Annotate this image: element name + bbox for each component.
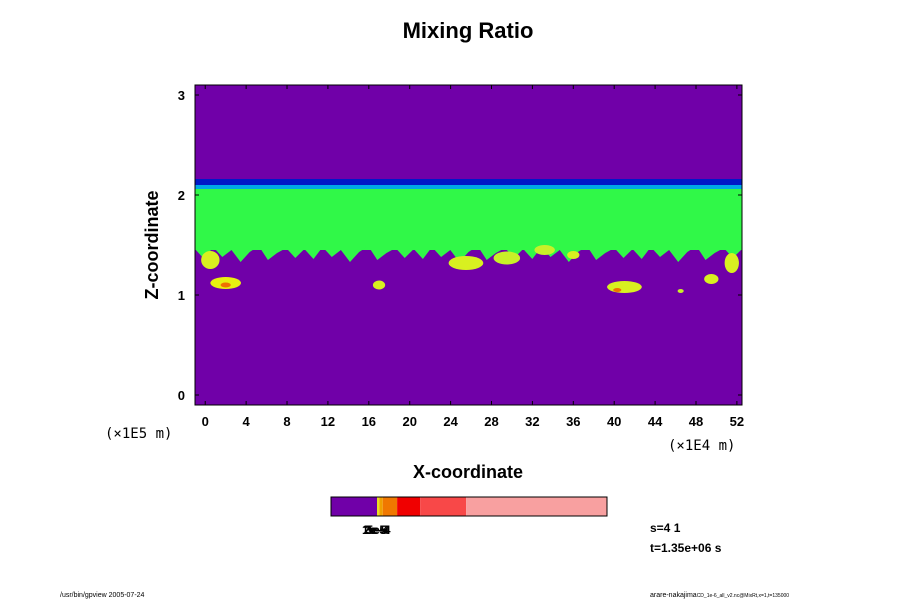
chart-title: Mixing Ratio xyxy=(403,18,534,43)
x-tick-label: 8 xyxy=(283,414,290,429)
x-tick-label: 24 xyxy=(443,414,458,429)
y-tick-label: 0 xyxy=(178,388,185,403)
y-tick-label: 3 xyxy=(178,88,185,103)
x-tick-label: 20 xyxy=(402,414,416,429)
x-tick-label: 44 xyxy=(648,414,663,429)
cloud-blob-2 xyxy=(220,282,231,288)
x-axis-label: X-coordinate xyxy=(413,462,523,482)
y-axis-label: Z-coordinate xyxy=(142,190,162,299)
x-tick-label: 0 xyxy=(202,414,209,429)
cloud-blob-6 xyxy=(534,245,555,255)
band-2 xyxy=(195,189,742,250)
layer-edge xyxy=(195,246,742,262)
cloud-blob-5 xyxy=(493,251,521,265)
step-label: s=4 1 xyxy=(650,521,681,535)
footer-left: /usr/bin/gpview 2005-07-24 xyxy=(60,592,145,599)
x-tick-label: 52 xyxy=(730,414,744,429)
cloud-blob-11 xyxy=(724,253,739,273)
band-0 xyxy=(195,179,742,185)
x-tick-label: 40 xyxy=(607,414,621,429)
colorbar-segment-1 xyxy=(377,497,380,516)
colorbar-label: 5e-4 xyxy=(367,523,391,537)
colorbar-segment-3 xyxy=(382,497,398,516)
cloud-blob-9 xyxy=(613,288,622,292)
x-tick-label: 36 xyxy=(566,414,580,429)
x-tick-label: 32 xyxy=(525,414,539,429)
cloud-blob-0 xyxy=(201,251,220,269)
band-1 xyxy=(195,185,742,189)
colorbar-label: 3e-4 xyxy=(365,523,389,537)
colorbar-segment-4 xyxy=(397,497,421,516)
time-label: t=1.35e+06 s xyxy=(650,541,722,555)
footer-right-small: CD_1e-6_all_v2.nc@MixRt,x=1,t=135000 xyxy=(697,593,790,599)
colorbar-frame xyxy=(330,496,608,517)
footer-right-main: arare-nakajima xyxy=(650,592,697,599)
cloud-blob-12 xyxy=(677,289,684,293)
colorbar-labels: 1e-52e-53e-45e-4 xyxy=(362,523,391,537)
cloud-blob-8 xyxy=(607,281,642,293)
y-tick-label: 2 xyxy=(178,188,185,203)
y-tick-label: 1 xyxy=(178,288,185,303)
x-tick-label: 12 xyxy=(321,414,335,429)
x-tick-label: 16 xyxy=(362,414,376,429)
x-tick-label: 28 xyxy=(484,414,498,429)
x-unit-label: (×1E4 m) xyxy=(668,438,735,454)
colorbar-segment-2 xyxy=(379,497,383,516)
cloud-blob-10 xyxy=(704,274,719,284)
x-tick-label: 48 xyxy=(689,414,703,429)
footer-right: arare-nakajimaCD_1e-6_all_v2.nc@MixRt,x=… xyxy=(650,592,789,599)
cloud-blob-3 xyxy=(372,280,386,290)
cloud-blob-4 xyxy=(448,256,484,270)
y-unit-label: (×1E5 m) xyxy=(105,426,172,442)
colorbar-segment-6 xyxy=(466,497,607,516)
colorbar-segment-0 xyxy=(331,497,377,516)
colorbar-label: 1e-5 xyxy=(362,523,386,537)
cloud-blob-7 xyxy=(567,251,580,259)
x-tick-label: 4 xyxy=(243,414,251,429)
y-axis-ticks: 0 1 2 3 xyxy=(178,88,742,403)
x-axis-ticks: 0 4 8 12 16 20 24 28 32 36 40 44 48 52 xyxy=(202,85,744,429)
colorbar xyxy=(331,497,607,516)
colorbar-label: 2e-5 xyxy=(364,523,388,537)
colorbar-segment-5 xyxy=(420,497,467,516)
plot-area xyxy=(195,85,742,405)
plot-frame xyxy=(194,84,743,406)
